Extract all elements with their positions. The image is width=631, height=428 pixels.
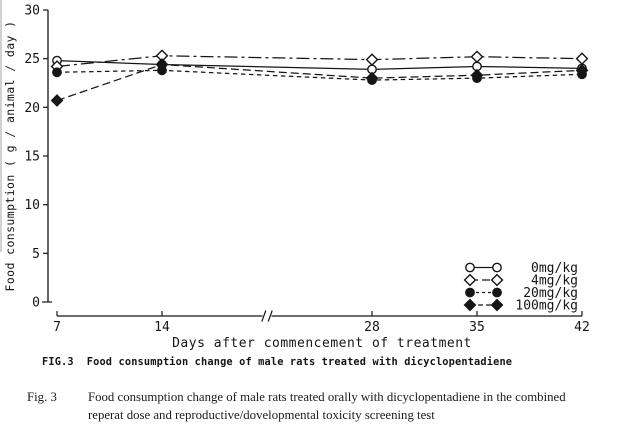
scan-artifact-line [0,0,2,252]
x-tick-label: 14 [154,320,170,335]
legend-marker-100mg-kg [490,298,504,312]
marker-4mg-kg-day42 [575,52,589,66]
document-caption-line1: Food consumption change of male rats tre… [88,390,566,404]
legend-marker-20mg-kg [465,287,475,298]
plot-caption: FIG.3 Food consumption change of male rat… [42,356,512,368]
x-tick-label: 7 [53,320,61,335]
legend-marker-20mg-kg [492,287,502,298]
plot-caption-label: FIG.3 [42,356,74,368]
legend-marker-0mg-kg [492,262,502,273]
y-tick-label: 0 [32,296,40,311]
marker-100mg-kg-day14 [155,58,169,71]
y-tick-label: 25 [24,52,40,67]
marker-4mg-kg-day28 [365,53,379,67]
food-consumption-chart: 0 5 10 15 20 25 30 Food consumption ( g / anima… [3,4,590,352]
legend-label-20mg-kg: 20mg/kg [523,286,578,301]
y-tick-label: 15 [24,150,40,165]
legend-label-0mg-kg: 0mg/kg [531,261,578,276]
document-caption-label: Fig. 3 [27,390,57,404]
marker-20mg-kg-day7 [52,67,62,78]
series-line-4mg-kg [56,55,583,68]
legend-label-4mg-kg: 4mg/kg [531,274,578,289]
legend-marker-4mg-kg [490,273,504,287]
marker-100mg-kg-day42 [575,63,589,77]
legend-marker-100mg-kg [463,298,477,312]
marker-100mg-kg-day7 [50,94,64,107]
series-line-0mg-kg [56,59,583,70]
marker-100mg-kg-day28 [365,71,379,85]
document-caption: Fig. 3 Food consumption change of male r… [27,388,631,424]
y-tick-label: 10 [24,198,40,213]
document-caption-line2: reperat dose and reproductive/dovelopmen… [88,408,435,422]
legend-marker-0mg-kg [465,262,475,273]
y-tick-label: 30 [24,4,40,19]
document-caption-text: Food consumption change of male rats tre… [88,388,631,424]
x-tick-label: 42 [574,320,590,335]
marker-4mg-kg-day35 [470,50,484,64]
x-tick-label: 35 [469,320,485,335]
x-axis-title: Days after commencement of treatment [172,336,472,351]
marker-100mg-kg-day35 [470,68,484,82]
series-line-100mg-kg [56,63,583,102]
y-tick-label: 5 [32,247,40,262]
legend-label-100mg-kg: 100mg/kg [515,299,578,314]
legend-marker-4mg-kg [463,273,477,287]
axis-break-icon [261,310,267,322]
plot-caption-text: Food consumption change of male rats tre… [86,356,513,368]
y-tick-label: 20 [24,101,40,116]
y-axis-title: Food consumption ( g / animal / day ) [3,21,17,292]
axis-break-icon [267,310,273,322]
x-tick-label: 28 [364,320,380,335]
